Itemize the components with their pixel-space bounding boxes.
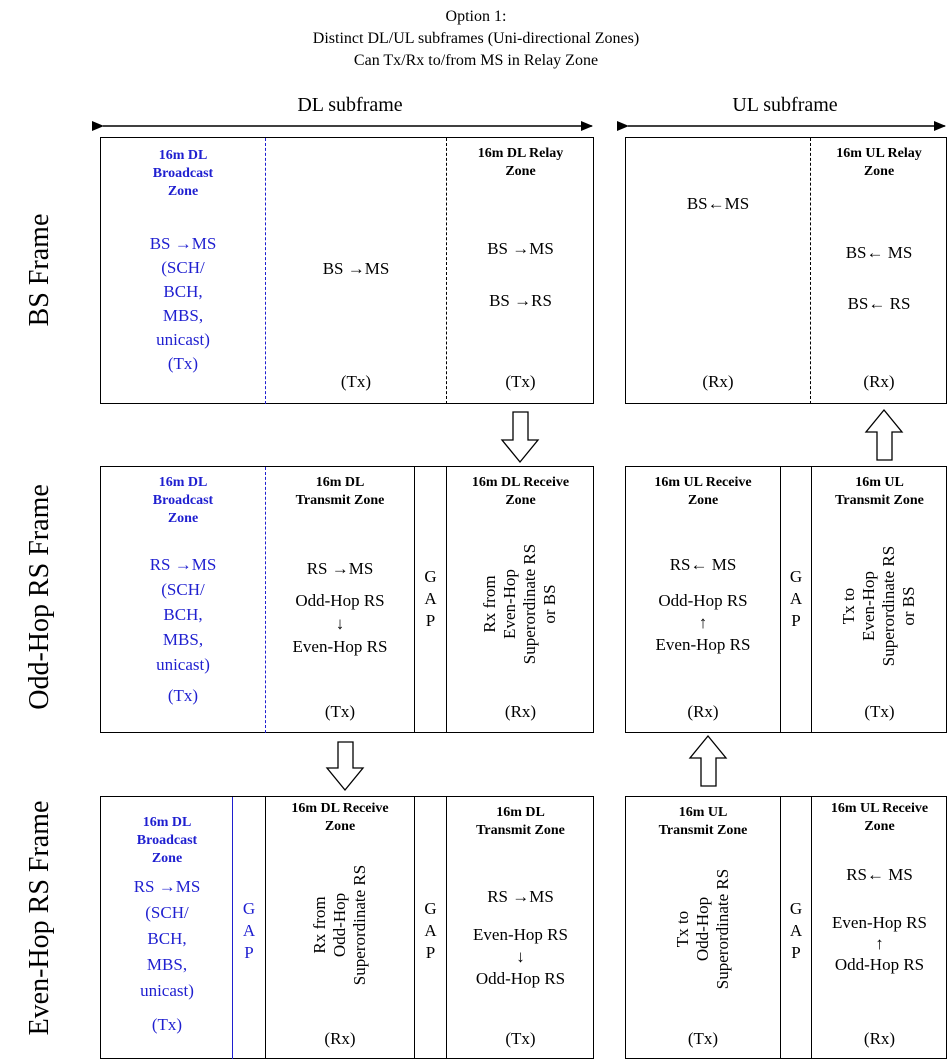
odd-gap-divider-left xyxy=(414,467,415,733)
bs-ul-relay-line-1: BS← MS xyxy=(845,243,913,262)
odd-dl-receive-rx: (Rx) xyxy=(504,702,537,721)
bs-broadcast-zone-title: 16m DL Broadcast Zone xyxy=(152,148,214,199)
bs-ul-relay-zone-title: 16m UL Relay Zone xyxy=(836,146,922,179)
even-ul-subframe-box xyxy=(625,796,947,1059)
even-gap0-divider-left xyxy=(232,797,233,1059)
bs-broadcast-content: BS →MS (SCH/BCH, MBS, unicast) (Tx) xyxy=(149,234,217,373)
bs-dl-mid-text: BS →MS xyxy=(322,259,390,278)
row-label-bs-frame: BS Frame xyxy=(24,213,55,327)
bs-dl-relay-zone-title: 16m DL Relay Zone xyxy=(477,146,564,179)
odd-dl-receive-vertical-text: Rx from Even-Hop Superordinate RS or BS xyxy=(480,543,559,665)
odd-ul-receive-rx: (Rx) xyxy=(687,702,719,721)
odd-ul-transmit-vertical-text: Tx to Even-Hop Superordinate RS or BS xyxy=(839,545,918,667)
even-broadcast-content: RS →MS (SCH/BCH, MBS, unicast) (Tx) xyxy=(133,877,201,1034)
odd-broadcast-zone-title: 16m DL Broadcast Zone xyxy=(152,475,214,526)
odd-ul-receive-zone-title: 16m UL Receive Zone xyxy=(654,475,752,508)
bs-broadcast-divider xyxy=(265,138,266,404)
block-arrow-up-1 xyxy=(864,408,904,461)
bs-ul-left-rx: (Rx) xyxy=(702,372,734,391)
title-line-1: Option 1: xyxy=(445,8,507,25)
ul-subframe-header: UL subframe xyxy=(732,94,838,116)
block-arrow-down-1 xyxy=(500,411,540,464)
even-ul-transmit-vertical-text: Tx to Odd-Hop Superordinate RS xyxy=(673,868,732,990)
odd-dl-transmit-tx: (Tx) xyxy=(324,702,356,721)
bs-ul-relay-line-2: BS← RS xyxy=(847,294,911,313)
even-gap1-divider-left xyxy=(414,797,415,1059)
bs-ul-left-text: BS←MS xyxy=(686,194,750,213)
title-line-3: Can Tx/Rx to/from MS in Relay Zone xyxy=(353,52,599,69)
even-gap0-divider-right xyxy=(265,797,266,1059)
even-dl-subframe-box xyxy=(100,796,594,1059)
odd-dl-transmit-content: RS →MS Odd-Hop RS ↓ Even-Hop RS xyxy=(292,559,388,656)
bs-dl-subframe-box xyxy=(100,137,594,404)
odd-gap-divider-right xyxy=(446,467,447,733)
odd-ul-transmit-tx: (Tx) xyxy=(864,702,895,721)
even-ul-gap-divider-left xyxy=(780,797,781,1059)
odd-dl-transmit-zone-title: 16m DL Transmit Zone xyxy=(295,475,385,508)
odd-ul-receive-content: RS← MS Odd-Hop RS ↑ Even-Hop RS xyxy=(655,555,751,654)
bs-ul-relay-divider xyxy=(810,138,811,404)
bs-dl-mid-tx: (Tx) xyxy=(340,372,372,391)
odd-dl-receive-zone-title: 16m DL Receive Zone xyxy=(471,475,570,508)
odd-ul-subframe-box xyxy=(625,466,947,733)
row-label-odd-hop-rs-frame: Odd-Hop RS Frame xyxy=(24,484,55,710)
even-ul-receive-content: RS← MS Even-Hop RS ↑ Odd-Hop RS xyxy=(832,865,927,974)
bs-ul-subframe-box xyxy=(625,137,947,404)
even-dl-receive-rx: (Rx) xyxy=(324,1029,356,1048)
even-dl-transmit-tx: (Tx) xyxy=(505,1029,536,1048)
even-dl-receive-zone-title: 16m DL Receive Zone xyxy=(291,801,389,834)
even-broadcast-zone-title: 16m DL Broadcast Zone xyxy=(136,815,198,866)
dl-subframe-header: DL subframe xyxy=(297,94,403,116)
odd-ul-transmit-zone-title: 16m UL Transmit Zone xyxy=(835,475,924,508)
diagram-title: Option 1: Distinct DL/UL subframes (Uni-… xyxy=(0,6,952,72)
odd-ul-gap-divider-right xyxy=(811,467,812,733)
odd-broadcast-content: RS →MS (SCH/BCH, MBS, unicast) (Tx) xyxy=(149,555,217,705)
even-dl-receive-vertical-text: Rx from Odd-Hop Superordinate RS xyxy=(310,864,369,986)
even-ul-transmit-zone-title: 16m UL Transmit Zone xyxy=(658,805,748,838)
bs-dl-relay-line-2: BS →RS xyxy=(489,291,552,310)
bs-dl-relay-line-1: BS →MS xyxy=(487,239,554,258)
block-arrow-down-2 xyxy=(325,741,365,792)
odd-ul-gap-divider-left xyxy=(780,467,781,733)
bs-ul-relay-rx: (Rx) xyxy=(863,372,895,391)
bs-relay-divider xyxy=(446,138,447,404)
block-arrow-up-2 xyxy=(688,734,728,787)
even-dl-transmit-zone-title: 16m DL Transmit Zone xyxy=(476,805,565,838)
odd-broadcast-divider xyxy=(265,467,266,733)
even-gap1-divider-right xyxy=(446,797,447,1059)
title-line-2: Distinct DL/UL subframes (Uni-directiona… xyxy=(312,30,640,47)
bs-dl-relay-tx: (Tx) xyxy=(505,372,536,391)
even-dl-transmit-content: RS →MS Even-Hop RS ↓ Odd-Hop RS xyxy=(473,887,568,988)
even-ul-transmit-tx: (Tx) xyxy=(687,1029,719,1048)
row-label-even-hop-rs-frame: Even-Hop RS Frame xyxy=(24,800,55,1036)
odd-dl-subframe-box xyxy=(100,466,594,733)
even-ul-receive-zone-title: 16m UL Receive Zone xyxy=(830,801,929,834)
even-ul-gap-divider-right xyxy=(811,797,812,1059)
even-ul-receive-rx: (Rx) xyxy=(863,1029,896,1048)
